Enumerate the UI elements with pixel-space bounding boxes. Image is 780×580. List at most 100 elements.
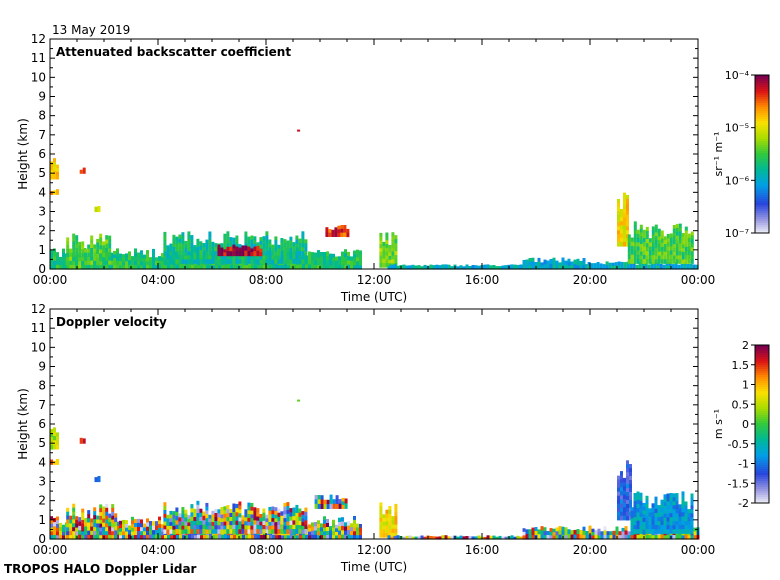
- y-tick-5: 5: [38, 436, 698, 450]
- x-tick-1: 04:00: [141, 309, 176, 557]
- colorbar-segment: [755, 123, 769, 126]
- colorbar-segment: [755, 107, 769, 110]
- colorbar-segment: [755, 205, 769, 208]
- colorbar-segment: [755, 477, 769, 480]
- colorbar-segment: [755, 91, 769, 94]
- colorbar-segment: [755, 481, 769, 484]
- colorbar-segment: [755, 125, 769, 128]
- colorbar-tick-label: 1: [742, 379, 749, 392]
- colorbar-segment: [755, 387, 769, 390]
- colorbar-segment: [755, 189, 769, 192]
- colorbar-segment: [755, 349, 769, 352]
- colorbar-segment: [755, 227, 769, 230]
- colorbar-segment: [755, 499, 769, 502]
- echo-feature-2: [79, 167, 86, 174]
- echo-feature-8: [217, 244, 263, 257]
- colorbar-segment: [755, 463, 769, 466]
- colorbar-segment: [755, 187, 769, 190]
- colorbar-segment: [755, 167, 769, 170]
- colorbar-segment: [755, 135, 769, 138]
- doppler-x-axis-label: Time (UTC): [340, 560, 407, 574]
- colorbar-segment: [755, 485, 769, 488]
- y-tick-label: 8: [38, 109, 46, 123]
- y-tick-label: 9: [38, 360, 46, 374]
- colorbar-segment: [755, 423, 769, 426]
- y-tick-label: 4: [38, 455, 46, 469]
- colorbar-segment: [755, 209, 769, 212]
- y-tick-3: 3: [38, 475, 698, 489]
- x-tick-label: 16:00: [465, 543, 500, 557]
- colorbar-tick-3: 10⁻⁷: [725, 227, 755, 240]
- colorbar-segment: [755, 151, 769, 154]
- echo-feature-12: [522, 257, 586, 270]
- colorbar-segment: [755, 113, 769, 116]
- y-tick-9: 9: [38, 90, 698, 104]
- colorbar-segment: [755, 443, 769, 446]
- colorbar-segment: [755, 197, 769, 200]
- echo-feature-4: [297, 129, 301, 132]
- y-tick-label: 7: [38, 128, 46, 142]
- echo-feature-3: [94, 476, 101, 483]
- colorbar-segment: [755, 471, 769, 474]
- x-tick-label: 04:00: [141, 543, 176, 557]
- colorbar-segment: [755, 99, 769, 102]
- colorbar-segment: [755, 131, 769, 134]
- colorbar-segment: [755, 231, 769, 234]
- colorbar-segment: [755, 195, 769, 198]
- colorbar-segment: [755, 369, 769, 372]
- colorbar-segment: [755, 147, 769, 150]
- colorbar-segment: [755, 449, 769, 452]
- colorbar-segment: [755, 413, 769, 416]
- y-tick-label: 1: [38, 243, 46, 257]
- colorbar-tick-4: 0: [742, 418, 755, 431]
- colorbar-tick-2: 10⁻⁶: [725, 174, 755, 187]
- colorbar-segment: [755, 401, 769, 404]
- colorbar-segment: [755, 479, 769, 482]
- colorbar-segment: [755, 179, 769, 182]
- colorbar-segment: [755, 359, 769, 362]
- echo-feature-6: [66, 503, 118, 540]
- y-tick-0: 0: [38, 532, 698, 546]
- colorbar-segment: [755, 161, 769, 164]
- backscatter-colorbar-unit: sr⁻¹ m⁻¹: [712, 132, 725, 177]
- backscatter-x-axis-label: Time (UTC): [340, 290, 407, 304]
- doppler-colorbar: 2 1.5 1 0.5 0 -0.5 -1 -1.5 -2: [728, 339, 770, 510]
- x-tick-label: 00:00: [681, 543, 716, 557]
- colorbar-tick-0: 10⁻⁴: [725, 69, 755, 82]
- backscatter-x-ticks: 00:00 04:00 08:00 12:00 16:00 20:00 00:00: [33, 39, 715, 287]
- x-tick-label: 20:00: [573, 543, 608, 557]
- colorbar-segment: [755, 103, 769, 106]
- x-tick-label: 04:00: [141, 273, 176, 287]
- colorbar-segment: [755, 145, 769, 148]
- y-tick-label: 6: [38, 147, 46, 161]
- colorbar-segment: [755, 429, 769, 432]
- colorbar-segment: [755, 133, 769, 136]
- echo-feature-14: [617, 192, 629, 247]
- colorbar-segment: [755, 421, 769, 424]
- colorbar-segment: [755, 155, 769, 158]
- y-tick-3: 3: [38, 205, 698, 219]
- doppler-colorbar-unit: m s⁻¹: [712, 409, 725, 439]
- colorbar-segment: [755, 377, 769, 380]
- colorbar-segment: [755, 375, 769, 378]
- echo-feature-6: [66, 233, 112, 270]
- colorbar-segment: [755, 181, 769, 184]
- colorbar-segment: [755, 451, 769, 454]
- x-tick-label: 16:00: [465, 273, 500, 287]
- y-tick-5: 5: [38, 166, 698, 180]
- x-tick-5: 20:00: [573, 309, 608, 557]
- y-tick-12: 12: [31, 32, 698, 46]
- x-tick-label: 00:00: [33, 543, 68, 557]
- y-tick-label: 6: [38, 417, 46, 431]
- backscatter-plot-area: [50, 129, 699, 270]
- x-tick-6: 00:00: [681, 309, 716, 557]
- colorbar-segment: [755, 201, 769, 204]
- colorbar-segment: [755, 351, 769, 354]
- colorbar-tick-label: 0: [742, 418, 749, 431]
- colorbar-segment: [755, 439, 769, 442]
- colorbar-segment: [755, 185, 769, 188]
- colorbar-segment: [755, 465, 769, 468]
- colorbar-segment: [755, 217, 769, 220]
